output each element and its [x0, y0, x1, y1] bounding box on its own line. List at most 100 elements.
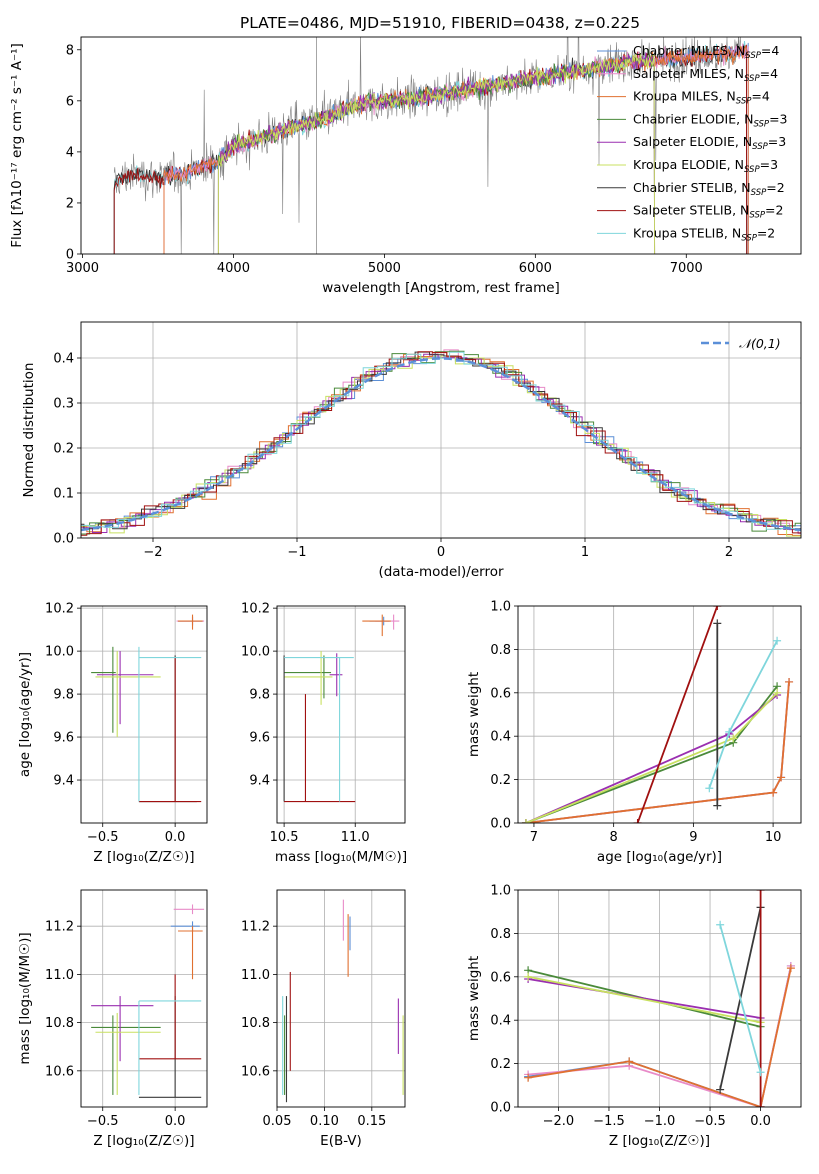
errorbar-salpeter-elodie	[96, 651, 154, 725]
data-point	[786, 964, 795, 973]
errorbar-chabrier-elodie	[91, 646, 116, 733]
legend-label: Kroupa MILES, NSSP=4	[633, 89, 770, 107]
x-axis-label: Z [log₁₀(Z/Z☉)]	[93, 1133, 194, 1149]
data-point	[521, 819, 530, 823]
legend-label-sub: SSP	[745, 51, 761, 61]
data-point	[773, 688, 782, 697]
errorbar-salpeter-stelib	[138, 974, 202, 1060]
data-point	[756, 1103, 765, 1107]
x-axis-label: Z [log₁₀(Z/Z☉)]	[609, 1133, 710, 1149]
y-tick-label: 9.8	[53, 688, 74, 703]
data-point	[777, 773, 786, 782]
legend-label-main: Kroupa MILES, N	[633, 89, 736, 104]
legend-label-main: Chabrier MILES, N	[633, 43, 745, 58]
errorbar-kroupa-miles	[178, 614, 203, 630]
x-axis-label: E(B-V)	[320, 1133, 362, 1149]
data-point	[524, 972, 533, 981]
y-tick-label: 0.0	[53, 532, 74, 547]
y-tick-label: 10.2	[45, 602, 74, 617]
y-tick-label: 9.8	[249, 688, 270, 703]
data-point	[713, 606, 722, 610]
x-tick-label: 8	[610, 830, 618, 845]
y-tick-label: 10.6	[45, 1064, 74, 1079]
axes-frame-mass-vs-ebv	[276, 889, 406, 1108]
x-tick-label: 3000	[66, 261, 99, 276]
legend-label-tail: =2	[757, 225, 775, 240]
y-axis-label: mass weight	[466, 956, 482, 1041]
series-salpeter-elodie	[524, 974, 765, 1023]
data-point	[524, 1073, 533, 1082]
errorbar-chabrier-stelib	[138, 996, 202, 1098]
legend-label: Chabrier ELODIE, NSSP=3	[633, 111, 788, 129]
series-line	[719, 924, 762, 1073]
axes-mass-vs-ebv: 0.05 0.10 0.15 10.6 10.8 11.0 11.2 E(B-V)	[241, 890, 405, 1149]
y-tick-label: 0.3	[53, 397, 74, 412]
axes-frame-age-vs-Z	[80, 605, 208, 824]
y-tick-label: 0.6	[490, 686, 511, 701]
y-tick-label: 10.0	[45, 645, 74, 660]
y-tick-label: 9.4	[53, 774, 74, 789]
legend-label-sub: SSP	[752, 142, 768, 152]
x-axis-label: age [log₁₀(age/yr)]	[597, 849, 722, 865]
errorbar-area-mass-vs-Z	[91, 904, 205, 1098]
data-point	[716, 920, 725, 929]
legend-label: Salpeter MILES, NSSP=4	[633, 66, 778, 84]
y-tick-label: 0.4	[53, 352, 74, 367]
y-tick-label: 2	[66, 196, 74, 211]
series-salpeter-miles	[521, 677, 794, 823]
model-line-kroupa-elodie	[217, 53, 656, 254]
x-tick-label: 0.10	[310, 1114, 339, 1129]
x-tick-label: 0	[437, 545, 445, 560]
data-point	[705, 784, 714, 793]
x-tick-label: 9	[689, 830, 697, 845]
y-tick-label: 11.2	[45, 920, 74, 935]
axes-frame-age-vs-mass	[276, 605, 406, 824]
y-axis-label: Flux [fλ10⁻¹⁷ erg cm⁻² s⁻¹ A⁻¹]	[9, 43, 25, 248]
axes-age-vs-mass: 10.5 11.0 9.4 9.6 9.8 10.0 10.2 mass [log₁₀(M/M…	[241, 602, 407, 865]
x-tick-label: 10	[765, 830, 782, 845]
series-line	[527, 978, 761, 1019]
x-tick-label: 2	[725, 545, 733, 560]
x-axis-label: mass [log₁₀(M/M☉)]	[275, 849, 407, 865]
histogram-kroupa-elodie	[81, 355, 801, 537]
series-chabrier-miles	[521, 677, 794, 823]
y-tick-label: 11.0	[45, 968, 74, 983]
x-tick-label: −0.5	[87, 830, 119, 845]
legend-label-sub: SSP	[744, 74, 760, 84]
errorbar-kroupa-miles	[178, 926, 203, 980]
series-line	[636, 606, 719, 823]
legend-label: Chabrier MILES, NSSP=4	[633, 43, 779, 61]
legend-label-sub: SSP	[753, 119, 769, 129]
x-tick-label: 6000	[519, 261, 552, 276]
x-tick-label: 0.0	[165, 1114, 186, 1129]
y-tick-label: 0.2	[490, 1057, 511, 1072]
x-tick-label: 10.5	[270, 830, 299, 845]
x-tick-label: −1.0	[644, 1114, 676, 1129]
errorbar-chabrier-elodie	[91, 1015, 161, 1095]
axes-age-vs-Z: −0.5 0.0 9.4 9.6 9.8 10.0 10.2 Z [log₁₀(Z/Z☉)] a…	[17, 602, 207, 865]
y-axis-label: age [log₁₀(age/yr)]	[17, 652, 33, 777]
y-tick-label: 4	[66, 145, 74, 160]
y-axis-label: mass weight	[466, 672, 482, 757]
data-point	[785, 677, 794, 686]
data-point	[773, 636, 782, 645]
legend-label-tail: =4	[751, 89, 769, 104]
axes-frame-spectrum	[80, 36, 802, 255]
legend-label: Chabrier STELIB, NSSP=2	[633, 180, 785, 198]
errorbar-salpeter-elodie	[329, 653, 343, 697]
x-tick-label: 0.05	[263, 1114, 292, 1129]
legend-label: Salpeter STELIB, NSSP=2	[633, 203, 783, 221]
errorbar-salpeter-miles	[173, 904, 205, 915]
series-line	[525, 681, 790, 823]
legend-label-sub: SSP	[751, 188, 767, 198]
series-kroupa-stelib	[716, 920, 765, 1077]
y-tick-label: 0	[66, 248, 74, 263]
gaussian-curve	[81, 357, 801, 532]
axes-spectrum: 3000 4000 5000 6000 7000 0 2 4 6 8 wavelength [Ang…	[9, 43, 703, 296]
series-chabrier-stelib	[713, 619, 722, 810]
legend-label-sub: SSP	[749, 211, 765, 221]
legend-label-tail: =4	[760, 66, 778, 81]
legend-label-tail: =4	[761, 43, 779, 58]
series-line	[525, 681, 790, 823]
